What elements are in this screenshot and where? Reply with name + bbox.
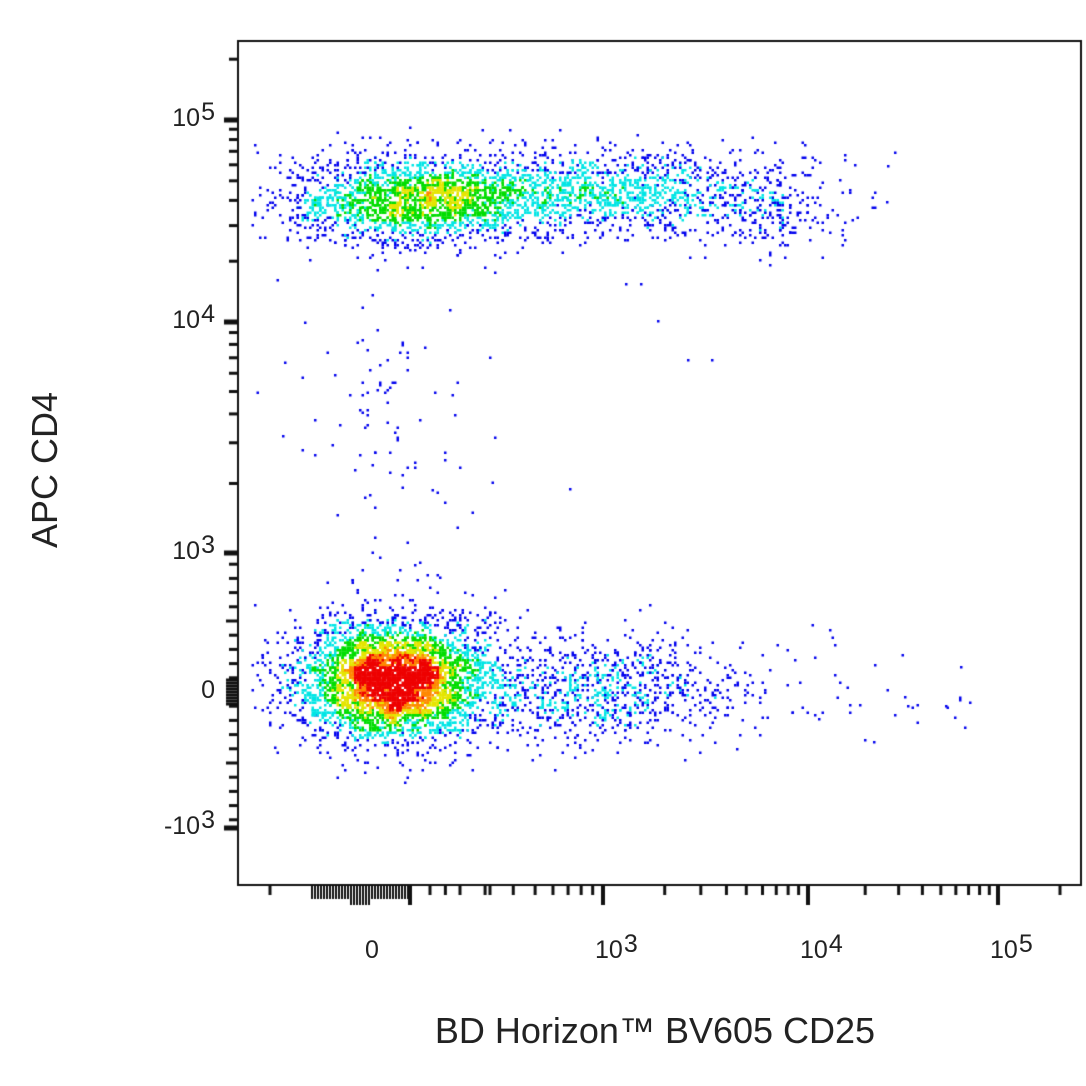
x-tick-label: 105 xyxy=(990,930,1033,964)
y-axis-label: APC CD4 xyxy=(24,391,65,549)
y-tick-label: 104 xyxy=(172,300,215,334)
y-tick-label: 0 xyxy=(201,676,215,704)
y-tick-label: 105 xyxy=(172,98,215,132)
x-tick-label: 103 xyxy=(595,930,638,964)
x-tick-label: 0 xyxy=(365,936,379,964)
x-tick-label: 104 xyxy=(800,930,843,964)
x-axis-label: BD Horizon™ BV605 CD25 xyxy=(434,1010,876,1051)
y-tick-label: -103 xyxy=(163,806,215,840)
y-tick-label: 103 xyxy=(172,531,215,565)
